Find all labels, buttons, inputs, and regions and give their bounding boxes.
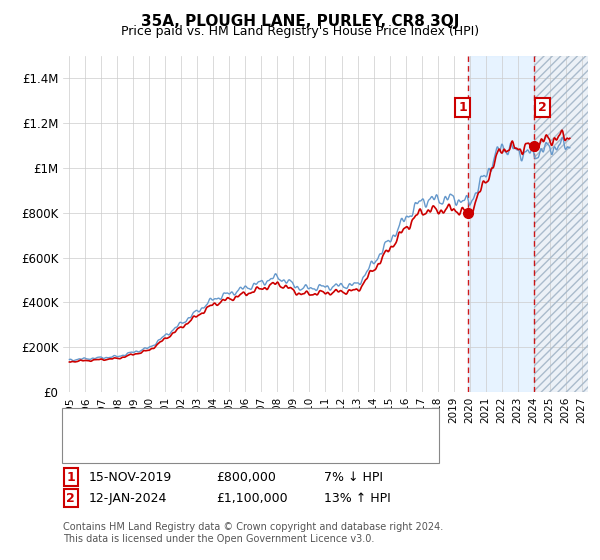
Text: 2: 2 (67, 492, 75, 505)
Text: £1,100,000: £1,100,000 (216, 492, 287, 505)
Text: —: — (72, 415, 90, 433)
Bar (467, 56, 534, 392)
Text: HPI: Average price, detached house, Sutton: HPI: Average price, detached house, Sutt… (94, 444, 337, 454)
Text: 15-NOV-2019: 15-NOV-2019 (89, 470, 172, 484)
Text: Price paid vs. HM Land Registry's House Price Index (HPI): Price paid vs. HM Land Registry's House … (121, 25, 479, 38)
Text: 1: 1 (67, 470, 75, 484)
Text: 13% ↑ HPI: 13% ↑ HPI (324, 492, 391, 505)
Text: 7% ↓ HPI: 7% ↓ HPI (324, 470, 383, 484)
Text: 1: 1 (458, 101, 467, 114)
Bar (534, 56, 590, 392)
Text: £800,000: £800,000 (216, 470, 276, 484)
Text: 35A, PLOUGH LANE, PURLEY, CR8 3QJ: 35A, PLOUGH LANE, PURLEY, CR8 3QJ (141, 14, 459, 29)
Text: Contains HM Land Registry data © Crown copyright and database right 2024.
This d: Contains HM Land Registry data © Crown c… (63, 522, 443, 544)
Text: 12-JAN-2024: 12-JAN-2024 (89, 492, 167, 505)
Text: 2: 2 (538, 101, 547, 114)
Text: 35A, PLOUGH LANE, PURLEY, CR8 3QJ (detached house): 35A, PLOUGH LANE, PURLEY, CR8 3QJ (detac… (94, 419, 406, 429)
Bar (534, 56, 590, 392)
Text: —: — (72, 440, 90, 458)
